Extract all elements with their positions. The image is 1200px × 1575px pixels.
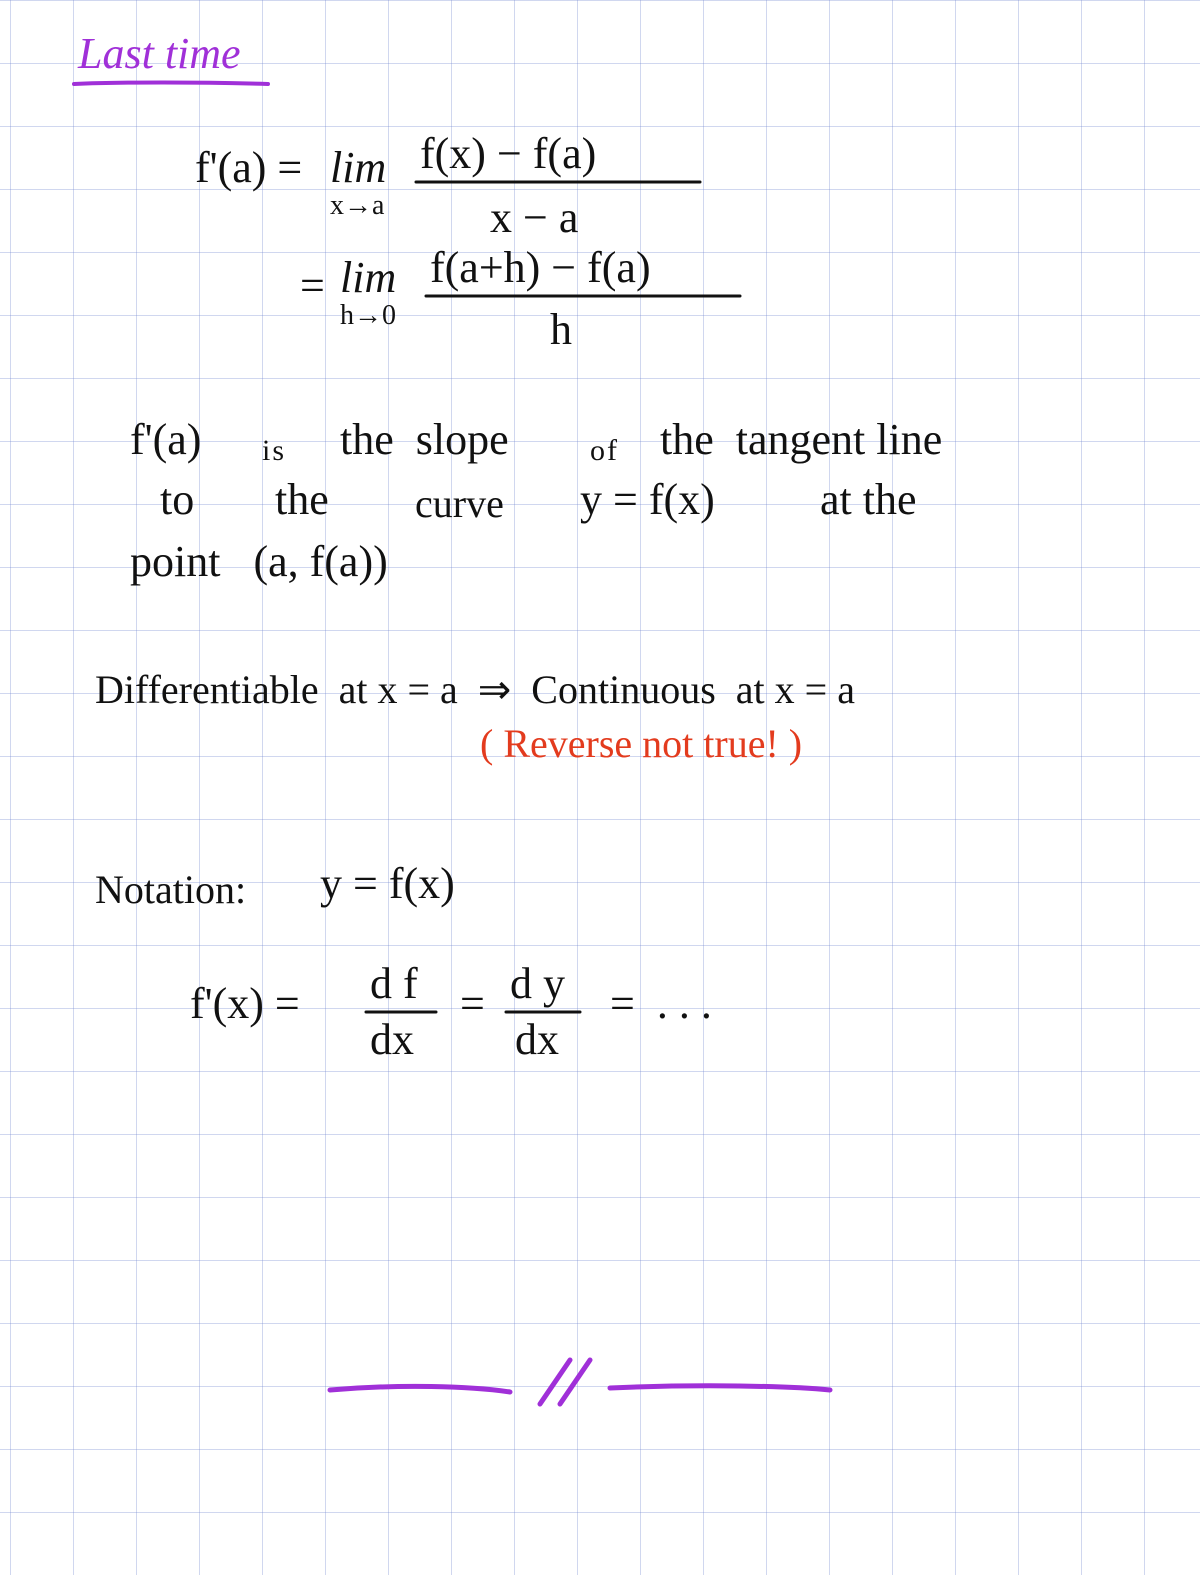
- deriv-lhs: f'(a) =: [195, 146, 302, 190]
- reverse-not-true: ( Reverse not true! ): [480, 724, 802, 764]
- notation-frac1-num: d f: [370, 962, 418, 1006]
- deriv-f2-num: f(a+h) − f(a): [430, 246, 651, 290]
- notation-frac2-den: dx: [515, 1018, 559, 1062]
- deriv-f1-den: x − a: [490, 196, 578, 240]
- diff-implies-cont: Differentiable at x = a ⇒ Continuous at …: [95, 670, 855, 710]
- tangent-l1b: is: [262, 436, 286, 466]
- tangent-l1e: the tangent line: [660, 418, 942, 462]
- deriv-lim1: lim: [330, 146, 386, 190]
- deriv-f2-den: h: [550, 308, 572, 352]
- heading-text: Last time: [78, 32, 241, 76]
- notation-tail: = . . .: [610, 982, 712, 1026]
- tangent-l2a: to: [160, 478, 194, 522]
- tangent-l1a: f'(a): [130, 418, 201, 462]
- tangent-l2c: curve: [415, 484, 504, 524]
- tangent-l3: point (a, f(a)): [130, 540, 388, 584]
- notation-frac2-num: d y: [510, 962, 565, 1006]
- deriv-lim1-sub: x→a: [330, 192, 384, 220]
- notation-frac1-den: dx: [370, 1018, 414, 1062]
- tangent-l1c: the slope: [340, 418, 509, 462]
- deriv-eq2: =: [300, 264, 325, 308]
- deriv-lim2: lim: [340, 256, 396, 300]
- tangent-l2b: the: [275, 478, 329, 522]
- tangent-l2e: at the: [820, 478, 917, 522]
- tangent-l2d: y = f(x): [580, 478, 715, 522]
- notation-eqn2-lhs: f'(x) =: [190, 982, 300, 1026]
- deriv-f1-num: f(x) − f(a): [420, 132, 596, 176]
- deriv-lim2-sub: h→0: [340, 302, 396, 330]
- tangent-l1d: of: [590, 436, 619, 466]
- notation-label: Notation:: [95, 870, 246, 910]
- notation-eqn1: y = f(x): [320, 862, 455, 906]
- notation-mid-eq: =: [460, 982, 485, 1026]
- handwritten-notes: Last time f'(a) = lim x→a f(x) − f(a) x …: [0, 0, 1200, 1575]
